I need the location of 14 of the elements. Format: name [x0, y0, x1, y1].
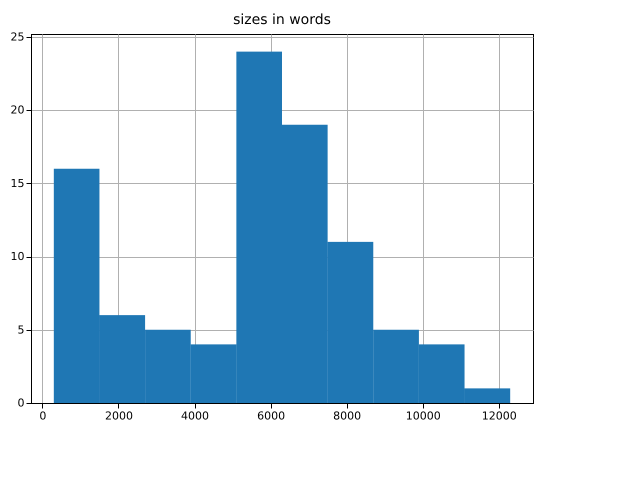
- x-tick-label: 8000: [333, 410, 362, 422]
- y-tick-label: 15: [10, 176, 24, 190]
- x-tick-label: 2000: [104, 410, 133, 422]
- y-tick-label: 25: [10, 30, 24, 44]
- y-tick-label: 0: [18, 396, 24, 410]
- x-tick-label: 10000: [406, 410, 441, 422]
- y-tick-label: 20: [10, 104, 24, 117]
- x-tick-label: 12000: [482, 410, 517, 422]
- x-tick-label: 6000: [257, 410, 286, 422]
- x-tick-label: 0: [39, 410, 46, 422]
- chart-title: sizes in words: [233, 12, 331, 28]
- y-tick-label: 10: [10, 250, 24, 264]
- y-tick-label: 5: [18, 323, 24, 336]
- x-tick-label: 4000: [181, 410, 210, 422]
